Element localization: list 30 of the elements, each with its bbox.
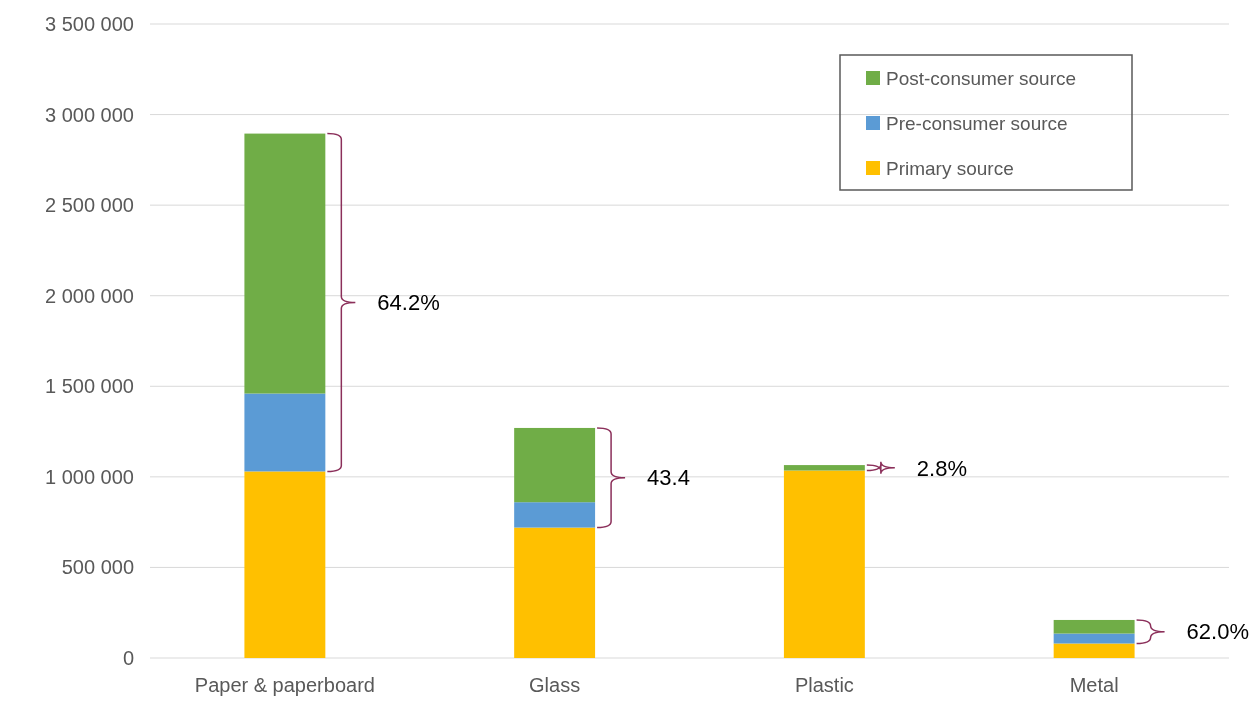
x-tick-label: Paper & paperboard bbox=[194, 674, 375, 696]
y-tick-label: 3 500 000 bbox=[45, 13, 134, 35]
bar bbox=[244, 393, 326, 472]
bar bbox=[1053, 633, 1135, 644]
bar bbox=[244, 133, 326, 394]
annotation: 64.2% bbox=[377, 290, 440, 316]
bar bbox=[783, 465, 865, 471]
bar bbox=[1053, 619, 1135, 634]
bar bbox=[244, 471, 326, 658]
bar bbox=[783, 470, 865, 658]
legend-label: Post-consumer source bbox=[886, 67, 1077, 89]
x-tick-label: Metal bbox=[1069, 674, 1119, 696]
bar bbox=[514, 427, 596, 503]
y-tick-label: 3 000 000 bbox=[45, 103, 134, 126]
y-tick-label: 0 bbox=[122, 647, 134, 669]
y-tick-label: 2 000 000 bbox=[45, 284, 134, 307]
annotation: 62.0% bbox=[1186, 619, 1249, 645]
x-tick-label: Glass bbox=[529, 674, 581, 696]
annotation: 2.8% bbox=[916, 455, 967, 481]
y-tick-label: 2 500 000 bbox=[45, 194, 134, 217]
x-tick-label: Plastic bbox=[794, 674, 854, 696]
y-tick-label: 1 000 000 bbox=[45, 465, 134, 488]
bar bbox=[514, 502, 596, 528]
y-tick-label: 500 000 bbox=[61, 556, 134, 579]
legend-label: Pre-consumer source bbox=[886, 112, 1068, 134]
annotation: 43.4 bbox=[647, 465, 690, 491]
bar bbox=[514, 527, 596, 658]
legend-label: Primary source bbox=[886, 157, 1014, 179]
y-tick-label: 1 500 000 bbox=[45, 375, 134, 398]
bar bbox=[1053, 643, 1135, 658]
